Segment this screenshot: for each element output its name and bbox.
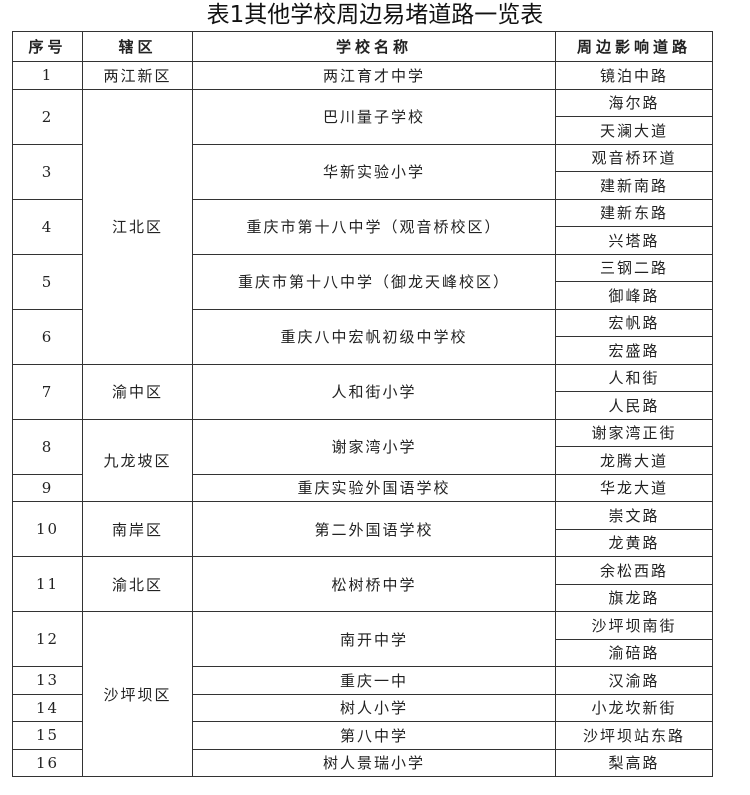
serial-cell: 2 bbox=[12, 88, 83, 145]
school-cell: 南开中学 bbox=[192, 611, 556, 667]
header-cell: 辖区 bbox=[82, 31, 193, 62]
road-cell: 沙坪坝南街 bbox=[555, 611, 713, 640]
road-cell: 观音桥环道 bbox=[555, 143, 713, 172]
school-cell: 树人小学 bbox=[192, 693, 556, 722]
table-row: 建新南路 bbox=[13, 171, 713, 200]
table-row: 兴塔路 bbox=[13, 226, 713, 255]
road-cell: 渝碚路 bbox=[555, 638, 713, 667]
school-cell: 第二外国语学校 bbox=[192, 501, 556, 557]
table-row: 渝碚路 bbox=[13, 638, 713, 667]
school-cell: 巴川量子学校 bbox=[192, 88, 556, 145]
serial-cell: 3 bbox=[12, 143, 83, 200]
road-cell: 旗龙路 bbox=[555, 583, 713, 612]
road-cell: 汉渝路 bbox=[555, 666, 713, 695]
table-row: 宏盛路 bbox=[13, 336, 713, 365]
serial-cell: 1 bbox=[12, 61, 83, 90]
school-cell: 两江育才中学 bbox=[192, 61, 556, 90]
school-cell: 重庆八中宏帆初级中学校 bbox=[192, 308, 556, 365]
district-cell: 沙坪坝区 bbox=[82, 611, 193, 777]
table-row: 旗龙路 bbox=[13, 583, 713, 612]
school-cell: 松树桥中学 bbox=[192, 556, 556, 612]
table-row: 4 重庆市第十八中学（观音桥校区） 建新东路 bbox=[12, 198, 713, 255]
table-row: 龙腾大道 bbox=[13, 446, 713, 475]
serial-cell: 8 bbox=[12, 418, 83, 475]
table-row: 7 渝中区 人和街小学 人和街 bbox=[12, 363, 713, 420]
school-cell: 重庆市第十八中学（观音桥校区） bbox=[192, 198, 556, 255]
road-cell: 三钢二路 bbox=[555, 253, 713, 282]
table-row: 9 重庆实验外国语学校 华龙大道 bbox=[12, 473, 713, 502]
school-cell: 人和街小学 bbox=[192, 363, 556, 420]
header-cell: 序号 bbox=[12, 31, 83, 62]
table-row: 6 重庆八中宏帆初级中学校 宏帆路 bbox=[12, 308, 713, 365]
serial-cell: 9 bbox=[12, 473, 83, 502]
road-cell: 梨高路 bbox=[555, 748, 713, 777]
table-row: 10 南岸区 第二外国语学校 崇文路 bbox=[12, 501, 713, 557]
serial-cell: 14 bbox=[12, 693, 83, 722]
serial-cell: 12 bbox=[12, 611, 83, 667]
serial-cell: 11 bbox=[12, 556, 83, 612]
school-cell: 华新实验小学 bbox=[192, 143, 556, 200]
header-row: 序号 辖区 学校名称 周边影响道路 bbox=[12, 31, 713, 62]
table-row: 5 重庆市第十八中学（御龙天峰校区） 三钢二路 bbox=[12, 253, 713, 310]
table-row: 16 树人景瑞小学 梨高路 bbox=[12, 748, 713, 777]
road-cell: 龙腾大道 bbox=[555, 446, 713, 475]
road-cell: 华龙大道 bbox=[555, 473, 713, 502]
serial-cell: 16 bbox=[12, 748, 83, 777]
district-cell: 渝中区 bbox=[82, 363, 193, 420]
header-cell: 周边影响道路 bbox=[555, 31, 713, 62]
table-row: 御峰路 bbox=[13, 281, 713, 310]
school-cell: 谢家湾小学 bbox=[192, 418, 556, 475]
road-cell: 人民路 bbox=[555, 391, 713, 420]
school-cell: 重庆实验外国语学校 bbox=[192, 473, 556, 502]
header-cell: 学校名称 bbox=[192, 31, 556, 62]
road-cell: 崇文路 bbox=[555, 501, 713, 530]
table-row: 1 两江新区 两江育才中学 镜泊中路 bbox=[12, 61, 713, 90]
road-cell: 御峰路 bbox=[555, 281, 713, 310]
table-row: 8 九龙坡区 谢家湾小学 谢家湾正街 bbox=[12, 418, 713, 502]
table-title: 表1其他学校周边易堵道路一览表 bbox=[206, 2, 544, 28]
school-cell: 重庆一中 bbox=[192, 666, 556, 695]
serial-cell: 6 bbox=[12, 308, 83, 365]
road-cell: 余松西路 bbox=[555, 556, 713, 585]
table-row: 龙黄路 bbox=[13, 528, 713, 557]
road-cell: 兴塔路 bbox=[555, 226, 713, 255]
table-row: 11 渝北区 松树桥中学 余松西路 bbox=[12, 556, 713, 612]
table: 序号 辖区 学校名称 周边影响道路 1 两江新区 两江育才中学 镜泊中路 2 江北区 巴川量子学校… bbox=[12, 31, 713, 777]
serial-cell: 13 bbox=[12, 666, 83, 695]
district-cell: 渝北区 bbox=[82, 556, 193, 612]
road-cell: 镜泊中路 bbox=[555, 61, 713, 90]
road-cell: 沙坪坝站东路 bbox=[555, 721, 713, 750]
table-row: 12 沙坪坝区 南开中学 沙坪坝南街 bbox=[12, 611, 713, 777]
road-cell: 人和街 bbox=[555, 363, 713, 392]
school-cell: 重庆市第十八中学（御龙天峰校区） bbox=[192, 253, 556, 310]
road-cell: 海尔路 bbox=[555, 88, 713, 117]
serial-cell: 10 bbox=[12, 501, 83, 557]
road-cell: 谢家湾正街 bbox=[555, 418, 713, 447]
road-cell: 小龙坎新街 bbox=[555, 693, 713, 722]
school-cell: 树人景瑞小学 bbox=[192, 748, 556, 777]
road-cell: 建新南路 bbox=[555, 171, 713, 200]
table-body: 1 两江新区 两江育才中学 镜泊中路 2 江北区 巴川量子学校 海尔路 天澜大道 3 华新实验小学观… bbox=[12, 61, 713, 777]
road-cell: 宏盛路 bbox=[555, 336, 713, 365]
serial-cell: 5 bbox=[12, 253, 83, 310]
road-cell: 龙黄路 bbox=[555, 528, 713, 557]
road-cell: 建新东路 bbox=[555, 198, 713, 227]
school-cell: 第八中学 bbox=[192, 721, 556, 750]
table-row: 13 重庆一中 汉渝路 bbox=[12, 666, 713, 695]
road-cell: 天澜大道 bbox=[555, 116, 713, 145]
district-cell: 江北区 bbox=[82, 88, 193, 365]
serial-cell: 15 bbox=[12, 721, 83, 750]
district-cell: 两江新区 bbox=[82, 61, 193, 90]
table-row: 2 江北区 巴川量子学校 海尔路 bbox=[12, 88, 713, 365]
road-cell: 宏帆路 bbox=[555, 308, 713, 337]
serial-cell: 4 bbox=[12, 198, 83, 255]
serial-cell: 7 bbox=[12, 363, 83, 420]
table-row: 天澜大道 bbox=[13, 116, 713, 145]
district-cell: 九龙坡区 bbox=[82, 418, 193, 502]
district-cell: 南岸区 bbox=[82, 501, 193, 557]
